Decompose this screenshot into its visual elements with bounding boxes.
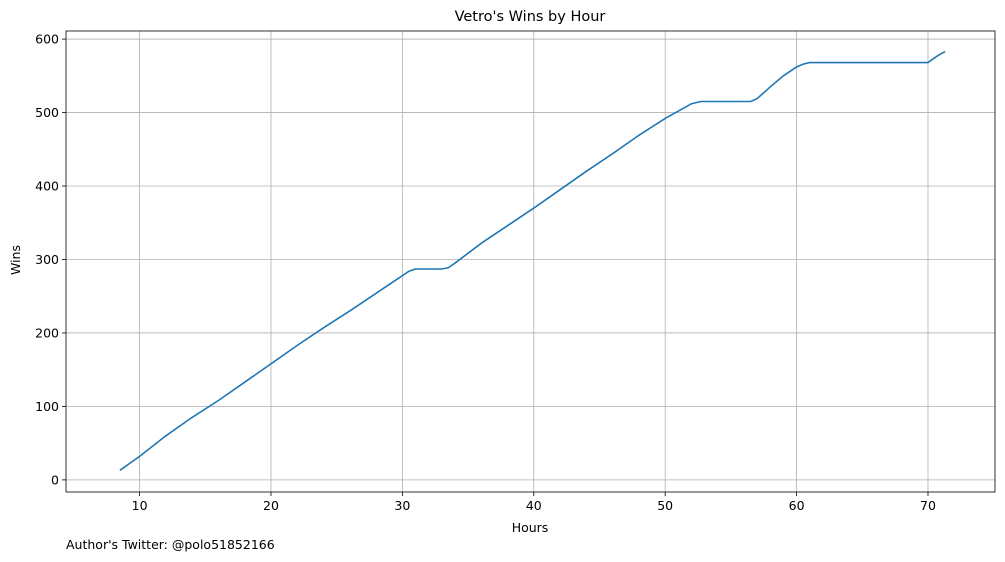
author-credit: Author's Twitter: @polo51852166: [66, 537, 275, 552]
x-axis-label: Hours: [512, 520, 549, 535]
x-tick-label: 20: [263, 498, 279, 513]
chart-title: Vetro's Wins by Hour: [455, 9, 606, 25]
x-tick-label: 60: [789, 498, 805, 513]
x-tick-label: 50: [657, 498, 673, 513]
plot-frame: [65, 30, 996, 493]
x-axis-ticks: 10 20 30 40 50 60 70: [132, 492, 936, 513]
x-tick-label: 40: [526, 498, 542, 513]
y-axis-label: Wins: [8, 245, 23, 275]
y-tick-label: 100: [35, 399, 59, 414]
y-tick-label: 500: [35, 105, 59, 120]
x-tick-label: 70: [920, 498, 936, 513]
x-tick-label: 30: [394, 498, 410, 513]
grid: [66, 31, 995, 492]
x-tick-label: 10: [132, 498, 148, 513]
y-axis-ticks: 0 100 200 300 400 500 600: [35, 32, 66, 487]
y-tick-label: 0: [51, 472, 59, 487]
series-line-wins: [119, 50, 946, 471]
y-tick-label: 400: [35, 179, 59, 194]
y-tick-label: 300: [35, 252, 59, 267]
y-tick-label: 600: [35, 32, 59, 47]
y-tick-label: 200: [35, 325, 59, 340]
